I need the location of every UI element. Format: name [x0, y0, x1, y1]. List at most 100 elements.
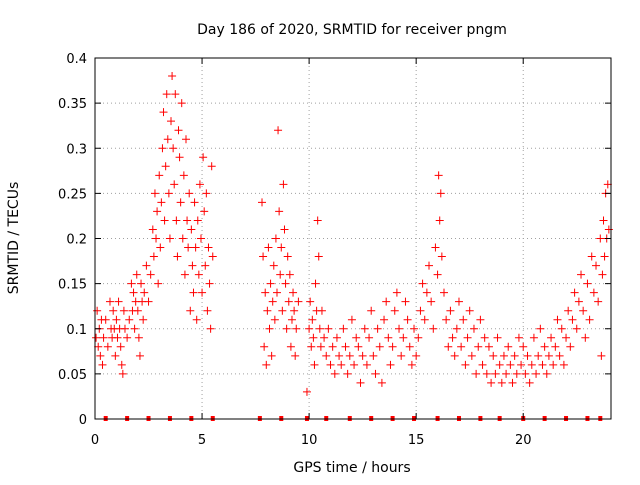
- data-point: [339, 324, 348, 333]
- data-point: [386, 360, 395, 369]
- data-point: [165, 234, 174, 243]
- data-point: [603, 180, 612, 189]
- data-point: [572, 324, 581, 333]
- data-point: [465, 306, 474, 315]
- data-point: [167, 117, 176, 126]
- data-point: [306, 297, 315, 306]
- data-point: [335, 351, 344, 360]
- y-tick-label: 0.35: [58, 97, 87, 112]
- data-point: [175, 153, 184, 162]
- data-point: [205, 279, 214, 288]
- data-point: [350, 360, 359, 369]
- data-point: [514, 333, 523, 342]
- data-point: [103, 342, 112, 351]
- data-point: [281, 279, 290, 288]
- data-point: [314, 252, 323, 261]
- x-tick-label: 15: [408, 433, 425, 448]
- data-point: [116, 342, 125, 351]
- data-point: [192, 315, 201, 324]
- data-point: [354, 342, 363, 351]
- data-point: [135, 351, 144, 360]
- data-point: [117, 360, 126, 369]
- data-point: [105, 297, 114, 306]
- data-point: [574, 297, 583, 306]
- data-point: [508, 378, 517, 387]
- data-point: [549, 360, 558, 369]
- data-point: [156, 243, 165, 252]
- data-point: [525, 378, 534, 387]
- data-point: [160, 216, 169, 225]
- data-point: [109, 306, 118, 315]
- data-point: [399, 333, 408, 342]
- y-tick-label: 0.25: [58, 187, 87, 202]
- data-point: [174, 126, 183, 135]
- data-point: [316, 342, 325, 351]
- data-point: [450, 351, 459, 360]
- y-tick-label: 0: [79, 413, 87, 428]
- data-point: [427, 297, 436, 306]
- data-point: [184, 243, 193, 252]
- data-point: [328, 342, 337, 351]
- data-point: [92, 333, 101, 342]
- data-point: [418, 279, 427, 288]
- data-point: [315, 324, 324, 333]
- data-point: [158, 144, 167, 153]
- data-point: [272, 288, 281, 297]
- data-point: [504, 342, 513, 351]
- data-point: [589, 288, 598, 297]
- data-point: [279, 180, 288, 189]
- data-point: [562, 333, 571, 342]
- data-points: [92, 72, 613, 396]
- data-point: [551, 342, 560, 351]
- data-point: [94, 342, 103, 351]
- data-point: [139, 315, 148, 324]
- data-point: [308, 315, 317, 324]
- data-point: [150, 189, 159, 198]
- data-point: [519, 342, 528, 351]
- data-point: [512, 369, 521, 378]
- data-point: [292, 324, 301, 333]
- data-point: [137, 279, 146, 288]
- data-point: [469, 324, 478, 333]
- data-point: [362, 360, 371, 369]
- data-point: [425, 261, 434, 270]
- data-point: [594, 297, 603, 306]
- data-point: [200, 207, 209, 216]
- data-point: [484, 342, 493, 351]
- data-point: [177, 99, 186, 108]
- data-point: [536, 324, 545, 333]
- data-point: [467, 351, 476, 360]
- data-point: [112, 315, 121, 324]
- data-point: [390, 306, 399, 315]
- data-point: [564, 306, 573, 315]
- data-point: [478, 360, 487, 369]
- data-point: [310, 360, 319, 369]
- data-point: [431, 243, 440, 252]
- data-point: [502, 369, 511, 378]
- x-axis-label: GPS time / hours: [293, 460, 410, 476]
- data-point: [111, 351, 120, 360]
- data-point: [181, 135, 190, 144]
- data-point: [416, 306, 425, 315]
- data-point: [491, 369, 500, 378]
- data-point: [274, 126, 283, 135]
- data-point: [360, 324, 369, 333]
- data-point: [380, 315, 389, 324]
- data-point: [480, 333, 489, 342]
- data-point: [130, 324, 139, 333]
- data-point: [176, 198, 185, 207]
- data-point: [263, 306, 272, 315]
- data-point: [388, 342, 397, 351]
- chart-title: Day 186 of 2020, SRMTID for receiver png…: [197, 22, 507, 38]
- data-point: [313, 216, 322, 225]
- data-point: [291, 351, 300, 360]
- data-point: [290, 306, 299, 315]
- data-point: [446, 306, 455, 315]
- data-point: [260, 342, 269, 351]
- data-point: [171, 90, 180, 99]
- y-tick-label: 0.4: [66, 52, 87, 67]
- y-tick-label: 0.1: [66, 323, 87, 338]
- data-point: [133, 306, 142, 315]
- data-point: [99, 333, 108, 342]
